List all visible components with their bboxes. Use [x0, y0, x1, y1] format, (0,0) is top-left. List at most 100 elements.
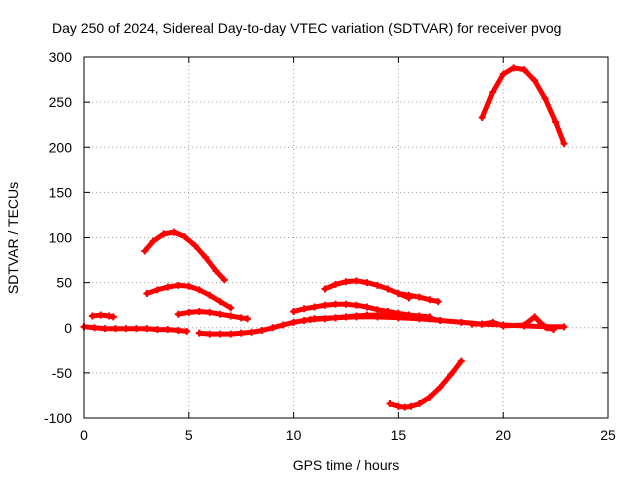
series-flat-15 — [306, 311, 434, 324]
x-tick-label: 25 — [600, 427, 616, 443]
data-point — [90, 324, 98, 332]
data-point — [248, 328, 256, 336]
series-baseline-early — [80, 323, 191, 335]
data-series — [80, 64, 568, 411]
series-tail-30 — [394, 289, 442, 306]
data-point — [332, 314, 340, 322]
data-point — [300, 305, 308, 313]
data-point — [352, 277, 360, 285]
data-point — [306, 316, 314, 324]
x-axis-label: GPS time / hours — [293, 457, 400, 473]
data-point — [457, 318, 465, 326]
y-tick-label: 300 — [49, 49, 73, 65]
x-tick-label: 15 — [391, 427, 407, 443]
data-point — [195, 308, 203, 316]
data-point — [181, 233, 189, 241]
x-tick-label: 10 — [286, 427, 302, 443]
data-point — [478, 113, 486, 121]
data-point — [97, 311, 105, 319]
data-point — [401, 403, 409, 411]
data-point — [206, 308, 214, 316]
data-point — [300, 317, 308, 325]
data-point — [426, 313, 434, 321]
x-tick-label: 5 — [185, 427, 193, 443]
data-point — [216, 310, 224, 318]
y-tick-label: 200 — [49, 139, 73, 155]
data-point — [552, 118, 560, 126]
data-point — [407, 402, 415, 410]
data-point — [394, 402, 402, 410]
series-arc-low-15 — [174, 308, 251, 323]
y-tick-label: 50 — [56, 275, 72, 291]
data-point — [373, 311, 381, 319]
data-point — [164, 283, 172, 291]
data-point — [332, 300, 340, 308]
data-point — [531, 76, 539, 84]
data-point — [499, 322, 507, 330]
y-axis-label: SDTVAR / TECUs — [5, 182, 21, 294]
y-tick-label: 0 — [64, 320, 72, 336]
data-point — [290, 318, 298, 326]
data-point — [227, 330, 235, 338]
data-point — [195, 286, 203, 294]
data-point — [342, 300, 350, 308]
data-point — [489, 88, 497, 96]
data-point — [216, 330, 224, 338]
data-point — [426, 393, 434, 401]
data-point — [415, 312, 423, 320]
data-point — [174, 310, 182, 318]
data-point — [489, 318, 497, 326]
data-point — [132, 325, 140, 333]
data-point — [386, 400, 394, 408]
series-late-bumps — [468, 313, 558, 334]
series-dip-minus-85 — [386, 357, 465, 411]
data-point — [468, 320, 476, 328]
data-point — [191, 242, 199, 250]
data-point — [153, 326, 161, 334]
data-point — [269, 324, 277, 332]
data-point — [195, 329, 203, 337]
data-point — [185, 308, 193, 316]
data-point — [560, 140, 568, 148]
series-trace — [387, 358, 464, 410]
data-point — [342, 313, 350, 321]
data-point — [550, 326, 558, 334]
data-point — [384, 285, 392, 293]
data-point — [436, 317, 444, 325]
x-tick-label: 0 — [80, 427, 88, 443]
data-point — [170, 228, 178, 236]
data-point — [183, 327, 191, 335]
data-point — [206, 330, 214, 338]
series-baseline-short — [88, 311, 117, 321]
data-point — [520, 66, 528, 74]
y-tick-label: -50 — [52, 365, 72, 381]
data-point — [290, 308, 298, 316]
series-arc-peak-288 — [478, 64, 568, 148]
data-point — [212, 267, 220, 275]
y-tick-label: -100 — [44, 410, 72, 426]
data-point — [174, 281, 182, 289]
data-point — [447, 371, 455, 379]
data-point — [243, 315, 251, 323]
data-point — [352, 312, 360, 320]
data-point — [109, 313, 117, 321]
data-point — [237, 329, 245, 337]
data-point — [174, 326, 182, 334]
data-point — [153, 286, 161, 294]
data-point — [101, 325, 109, 333]
data-point — [415, 400, 423, 408]
data-point — [415, 293, 423, 301]
data-point — [202, 253, 210, 261]
data-point — [363, 303, 371, 311]
data-point — [216, 298, 224, 306]
chart-title: Day 250 of 2024, Sidereal Day-to-day VTE… — [52, 20, 561, 36]
data-point — [384, 311, 392, 319]
data-point — [227, 304, 235, 312]
data-point — [111, 325, 119, 333]
data-point — [520, 321, 528, 329]
data-point — [537, 319, 545, 327]
data-point — [352, 301, 360, 309]
data-point — [227, 312, 235, 320]
data-point — [279, 321, 287, 329]
